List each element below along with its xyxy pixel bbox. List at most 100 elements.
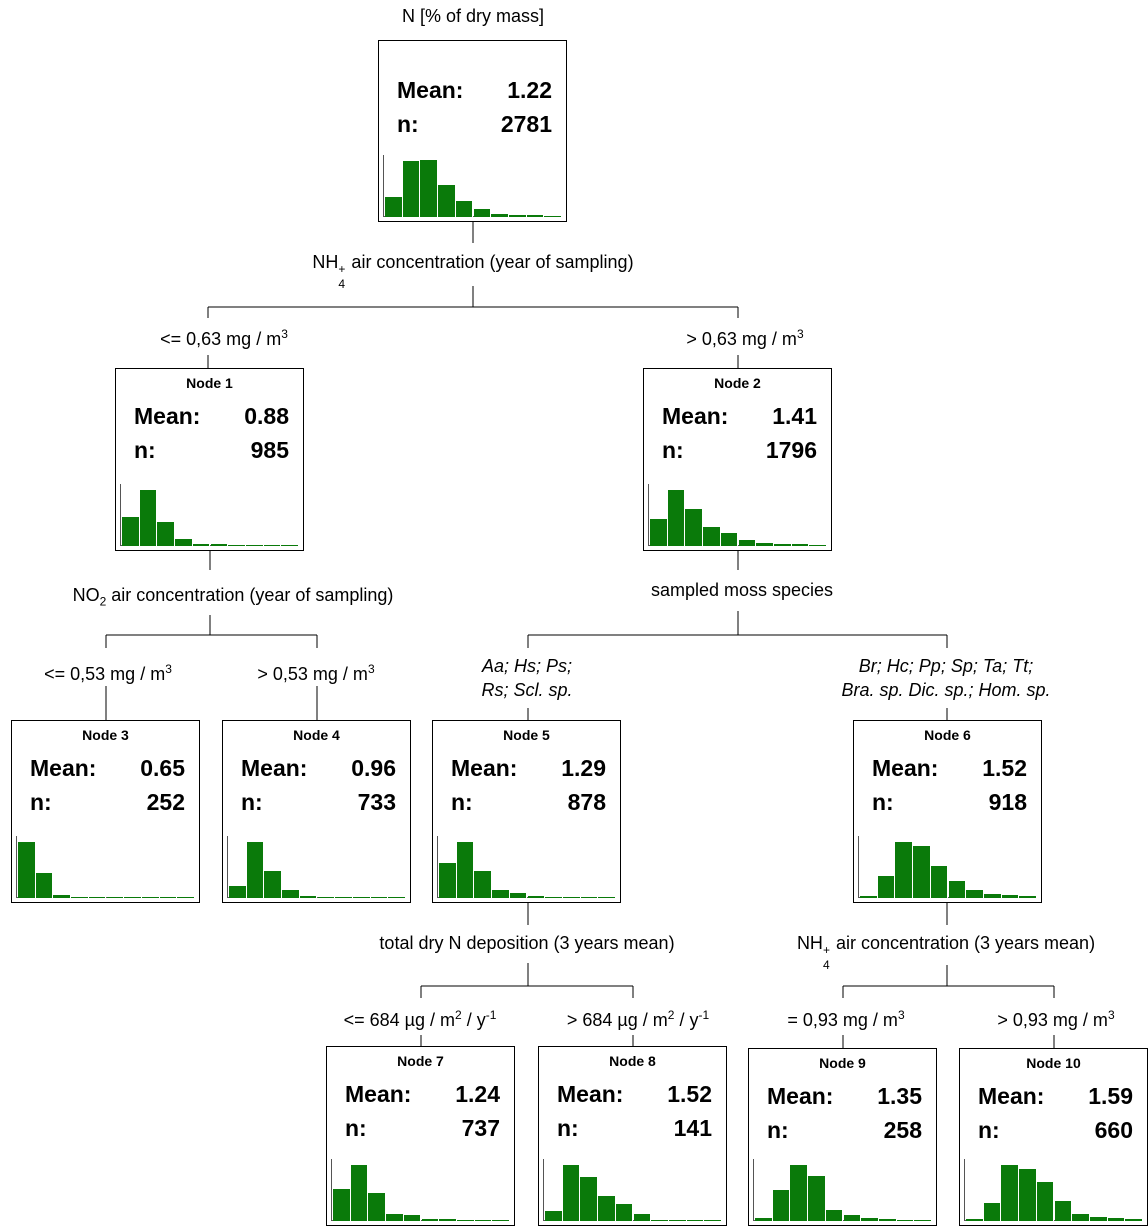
histogram-bar [860,895,878,898]
n-label: n: [345,1115,367,1141]
histogram-bar [598,1195,616,1221]
split-sub: 4 [338,277,346,291]
histogram-bar [1036,1181,1055,1221]
histogram-bar [385,197,403,217]
histogram-bar [350,1165,369,1221]
histogram-bar [35,873,54,898]
node-title: Node 10 [1026,1055,1081,1071]
node-title: Node 1 [186,375,233,391]
histogram-bar [808,1176,826,1221]
histogram-bar [580,1177,599,1221]
edge-label-node9: = 0,93 mg / m3 [787,1008,904,1031]
histogram-bar [704,1220,722,1221]
mean-label: Mean: [241,755,308,781]
histogram-bar [633,1214,652,1221]
histogram-bar [650,519,668,546]
split-sup: + [338,262,346,276]
histogram-bar [263,545,282,546]
histogram-bar [756,542,774,546]
mean-label: Mean: [30,755,97,781]
node-1: Node 1 Mean: 0.88 n: 985 [115,368,304,551]
histogram-bar [720,532,739,546]
edge-label-node7: <= 684 µg / m2 / y-1 [344,1008,497,1031]
histogram-bar [402,161,421,217]
split-sub: 2 [99,594,107,609]
n-value: 1796 [765,437,817,463]
histogram-bar [738,540,757,546]
edge-sup: -1 [698,1008,710,1022]
histogram-bar [159,897,178,898]
edge-sup: 3 [897,1008,905,1022]
edge-sup: 2 [455,1008,462,1022]
histogram-bar [562,896,581,898]
histogram-bar [703,526,721,546]
edge-label-node10: > 0,93 mg / m3 [997,1008,1114,1031]
histogram-bar [562,1165,581,1221]
mean-label: Mean: [872,755,939,781]
histogram-bar [229,885,247,898]
edge-sup: 3 [165,662,172,676]
hist-y-axis [16,836,17,898]
histogram [227,832,406,898]
node-9: Node 9 Mean: 1.35 n: 258 [748,1048,937,1226]
histogram-bar [1054,1201,1073,1221]
mean-label: Mean: [134,403,201,429]
histogram-bar [791,544,810,546]
mean-value: 1.41 [772,403,817,429]
edge-sup: 3 [1107,1008,1115,1022]
node-title: Node 3 [82,727,129,743]
node-3: Node 3 Mean: 0.65 n: 252 [11,720,200,903]
histogram-bar [439,863,457,898]
histogram-bar [335,897,353,898]
histogram-bar [264,871,283,898]
histogram-bar [403,1215,422,1221]
node-title: Node 8 [609,1053,656,1069]
histogram-bar [1001,895,1020,898]
hist-y-axis [648,484,649,546]
split-label-nh4-year: NH +4 air concentration (year of sampling… [312,252,634,291]
histogram-bar [492,889,510,898]
histogram-bar [966,1219,984,1221]
node-5: Node 5 Mean: 1.29 n: 878 [432,720,621,903]
histogram-bar [333,1188,351,1221]
histogram-bar [421,1218,440,1221]
split-text: NH [796,933,823,953]
edge-text: / y [674,1010,699,1030]
hist-y-axis [227,836,228,898]
n-value: 660 [1094,1117,1133,1143]
histogram [120,480,299,546]
hist-y-axis [858,836,859,898]
histogram-bar [18,842,36,898]
histogram-bar [492,1220,510,1221]
mean-value: 1.29 [561,755,606,781]
histogram-bar [966,890,984,898]
hist-y-axis [383,155,384,217]
histogram-bar [896,1219,915,1221]
histogram-bar [439,1219,457,1221]
n-value: 737 [461,1115,500,1141]
histogram-bar [352,897,371,898]
hist-y-axis [753,1159,754,1221]
edge-text: > 684 µg / m [566,1010,668,1030]
histogram-bar [1001,1165,1020,1221]
histogram-bar [388,897,406,898]
histogram-bar [491,214,509,217]
histogram-bar [790,1165,809,1221]
histogram-bar [1072,1214,1090,1221]
n-value: 733 [357,789,396,815]
node-title: Node 7 [397,1053,444,1069]
n-label: n: [397,111,419,137]
edge-line: Rs; Scl. sp. [481,680,573,700]
n-value: 878 [567,789,606,815]
mean-label: Mean: [662,403,729,429]
split-label-no2-year: NO2 air concentration (year of sampling) [73,585,394,609]
histogram-bar [878,1219,897,1221]
histogram-bar [861,1217,879,1221]
histogram [383,151,562,217]
split-label-moss-species: sampled moss species [650,580,834,600]
histogram-bar [685,509,704,546]
split-text: air concentration (year of sampling) [346,252,634,272]
edge-text: > 0,53 mg / m [257,664,368,684]
histogram-bar [106,897,125,898]
